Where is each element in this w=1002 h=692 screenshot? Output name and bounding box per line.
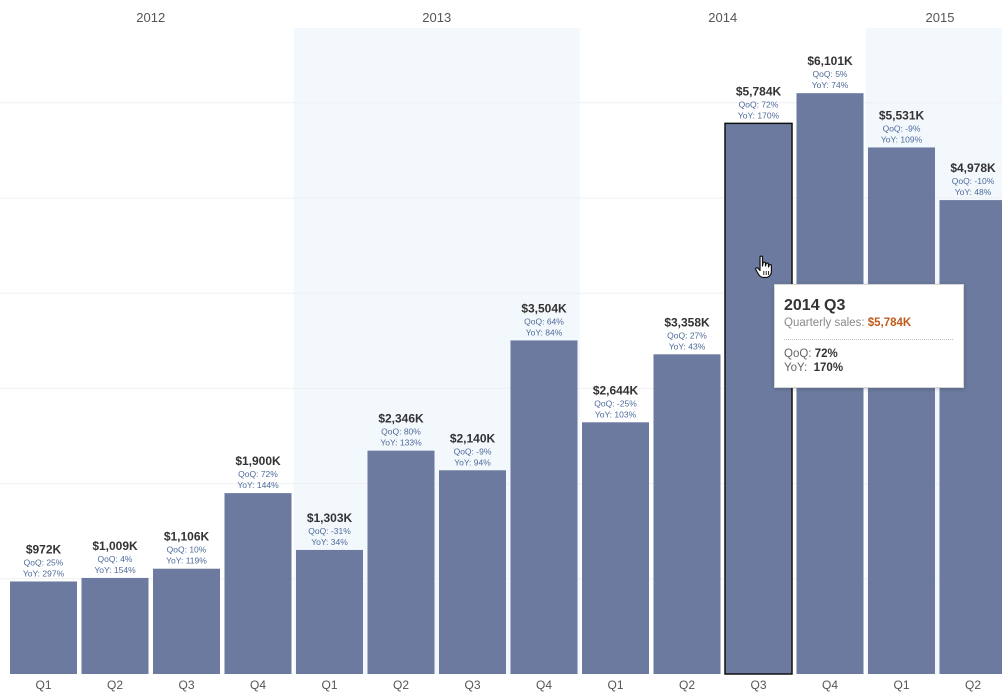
yoy-label: YoY: 48% [955,187,992,197]
x-tick-label: Q2 [393,678,409,692]
yoy-label: YoY: 297% [23,568,65,578]
qoq-label: QoQ: 5% [813,69,848,79]
x-tick-label: Q3 [464,678,480,692]
tooltip-qoq-row: QoQ: 72% [784,347,953,361]
value-label: $3,358K [664,315,710,329]
value-label: $1,900K [235,454,281,468]
yoy-label: YoY: 109% [881,134,923,144]
yoy-label: YoY: 94% [454,457,491,467]
bar[interactable] [153,568,220,674]
x-tick-label: Q2 [107,678,123,692]
qoq-label: QoQ: 72% [739,99,779,109]
hand-pointer-icon [755,255,772,279]
bar[interactable] [10,581,77,674]
year-label: 2012 [136,10,165,25]
qoq-label: QoQ: -31% [308,526,351,536]
bar[interactable] [653,354,721,674]
year-label: 2015 [926,10,955,25]
qoq-label: QoQ: 80% [381,427,421,437]
value-label: $1,303K [307,511,353,525]
x-tick-label: Q2 [679,678,695,692]
bar[interactable] [724,122,793,675]
x-tick-label: Q4 [536,678,552,692]
x-tick-label: Q3 [178,678,194,692]
value-label: $972K [26,542,62,556]
value-label: $6,101K [807,54,853,68]
bar[interactable] [939,200,1002,674]
yoy-label: YoY: 170% [738,110,780,120]
qoq-label: QoQ: 10% [167,545,207,555]
tooltip-yoy-value: 170% [813,362,844,374]
qoq-label: QoQ: 25% [24,557,64,567]
value-label: $5,531K [879,108,925,122]
x-tick-label: Q3 [750,678,766,692]
year-label: 2014 [708,10,737,25]
bar[interactable] [510,340,578,674]
tooltip-sales-line: Quarterly sales: $5,784K [784,316,953,331]
bar[interactable] [439,470,506,674]
tooltip-qoq-label: QoQ: [784,348,812,360]
tooltip-yoy-row: YoY: 170% [784,361,953,375]
qoq-label: QoQ: 27% [667,330,707,340]
value-label: $2,644K [593,383,639,397]
value-label: $5,784K [736,84,782,98]
bar[interactable] [582,422,649,674]
value-label: $1,106K [164,530,210,544]
qoq-label: QoQ: -9% [883,123,921,133]
value-label: $4,978K [950,161,996,175]
yoy-label: YoY: 119% [166,556,207,566]
bar[interactable] [81,577,149,674]
yoy-label: YoY: 144% [237,480,279,490]
tooltip-title: 2014 Q3 [784,297,846,314]
tooltip-sales-value: $5,784K [867,317,912,329]
yoy-label: YoY: 74% [812,80,849,90]
bar[interactable] [224,493,292,674]
qoq-label: QoQ: -10% [952,176,995,186]
bars[interactable] [10,93,1002,675]
x-tick-label: Q1 [35,678,51,692]
qoq-label: QoQ: 72% [238,469,278,479]
tooltip-qoq-value: 72% [814,348,838,360]
x-tick-label: Q1 [321,678,337,692]
tooltip-yoy-label: YoY: [784,362,808,374]
x-tick-label: Q2 [965,678,981,692]
x-tick-label: Q1 [893,678,909,692]
yoy-label: YoY: 84% [526,327,563,337]
value-label: $1,009K [92,539,138,553]
value-label: $3,504K [521,301,567,315]
yoy-label: YoY: 154% [94,565,136,575]
x-tick-labels: Q1 Q2 Q3 Q4 Q1 Q2 Q3 Q4 Q1 Q2 Q3 Q4 Q1 Q2 [35,678,981,692]
yoy-label: YoY: 34% [311,537,348,547]
value-label: $2,140K [450,431,496,445]
qoq-label: QoQ: -9% [454,446,492,456]
yoy-label: YoY: 103% [595,409,637,419]
yoy-label: YoY: 133% [380,438,422,448]
x-tick-label: Q4 [250,678,266,692]
bar[interactable] [367,450,435,674]
value-label: $2,346K [378,412,424,426]
x-tick-label: Q1 [607,678,623,692]
yoy-label: YoY: 43% [669,341,706,351]
qoq-label: QoQ: 4% [98,554,133,564]
bar[interactable] [868,147,935,675]
tooltip-sales-label: Quarterly sales: [784,317,865,329]
x-tick-label: Q4 [822,678,838,692]
year-label: 2013 [422,10,451,25]
qoq-label: QoQ: 64% [524,316,564,326]
tooltip: 2014 Q3 Quarterly sales: $5,784K QoQ: 72… [774,284,964,388]
tooltip-divider [784,339,953,340]
bar[interactable] [296,549,363,674]
year-labels: 2012 2013 2014 2015 [136,10,954,25]
qoq-label: QoQ: -25% [594,398,637,408]
